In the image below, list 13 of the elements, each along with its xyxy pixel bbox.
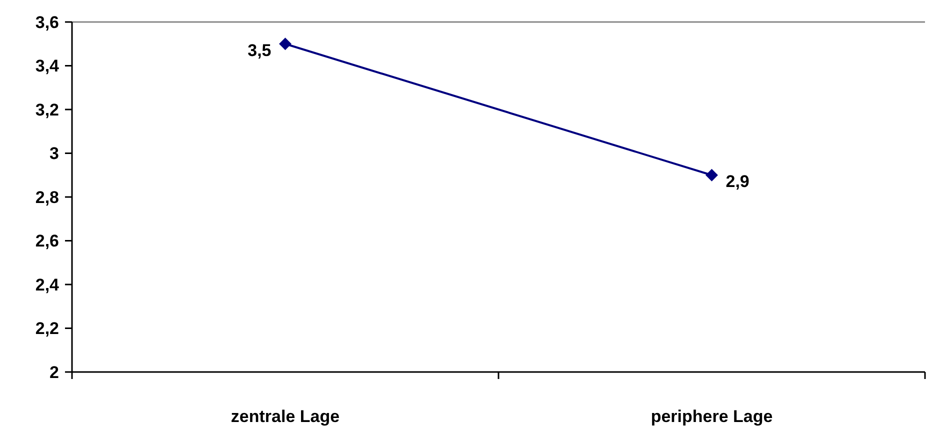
text: 2,9 xyxy=(726,172,750,192)
y-tick-label: 2 xyxy=(50,362,59,382)
y-tick-label: 3,6 xyxy=(35,12,59,32)
y-tick-label: 3 xyxy=(50,144,59,164)
x-tick-label: periphere Lage xyxy=(650,407,773,426)
y-tick-label: 3,4 xyxy=(35,56,60,76)
x-tick-label: zentrale Lage xyxy=(230,407,340,426)
y-tick-label: 3,2 xyxy=(35,100,59,120)
text: 3,5 xyxy=(248,40,272,60)
y-tick-label: 2,6 xyxy=(35,232,59,251)
y-tick-label: 2,4 xyxy=(35,275,60,294)
y-tick-label: 2,8 xyxy=(35,188,59,207)
y-tick-label: 2,2 xyxy=(35,319,59,338)
